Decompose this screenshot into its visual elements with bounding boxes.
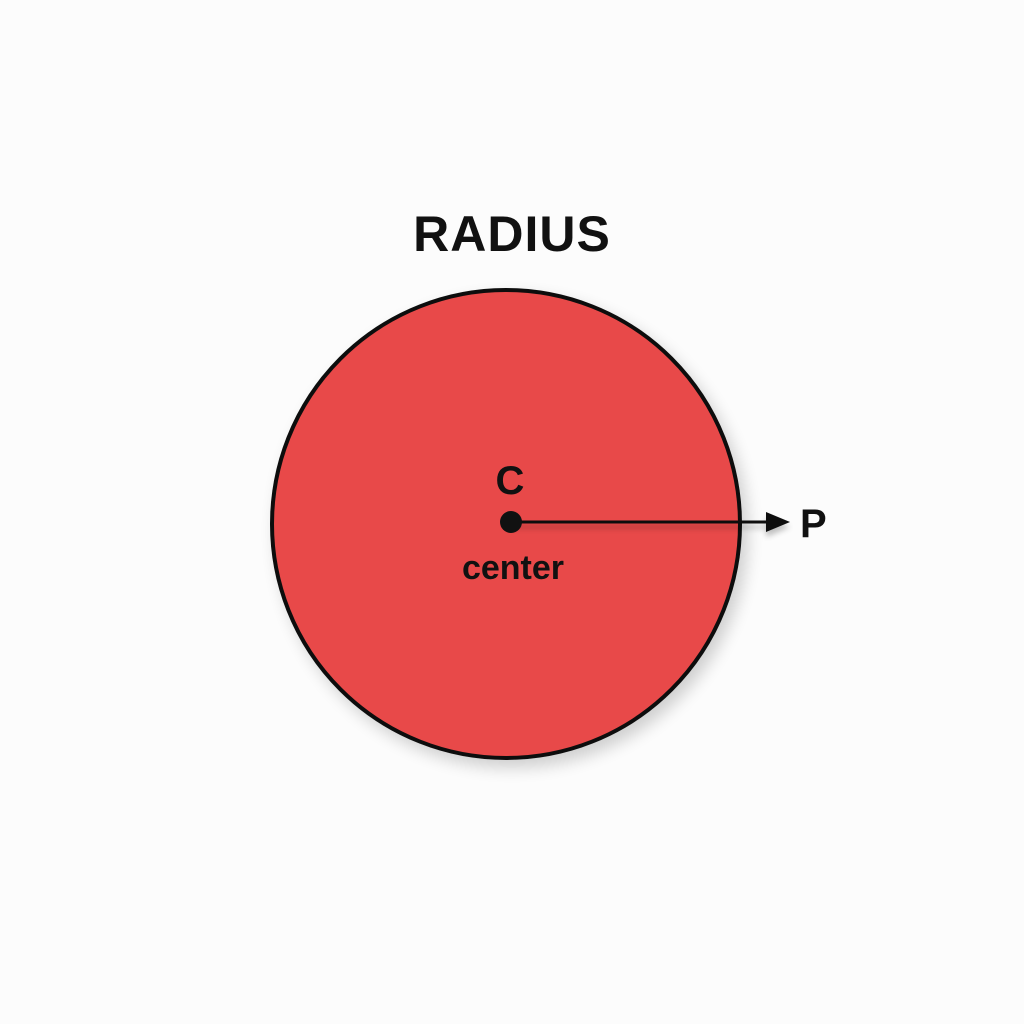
- radius-arrow: [511, 512, 790, 532]
- center-label: C: [496, 459, 525, 503]
- diagram-title: RADIUS: [413, 206, 611, 262]
- arrowhead-icon: [766, 512, 790, 532]
- point-p-label: P: [800, 502, 827, 546]
- center-point: [500, 511, 522, 533]
- center-caption: center: [462, 549, 564, 587]
